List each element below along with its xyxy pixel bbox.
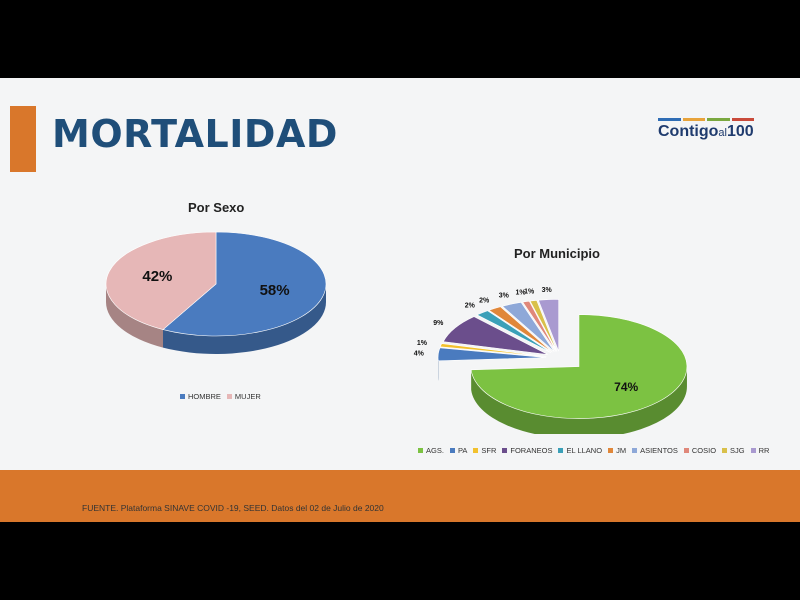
- legend-label: AGS.: [426, 446, 444, 455]
- pie-slice-side-ags-: [471, 366, 687, 434]
- pie-slice-foraneos: [442, 316, 549, 355]
- legend-label: SFR: [481, 446, 497, 455]
- logo-main: Contigo: [658, 123, 719, 140]
- data-label-ags-: 74%: [614, 380, 638, 394]
- legend-swatch: [473, 448, 479, 453]
- pie-slice-jm: [488, 306, 553, 353]
- legend-swatch: [722, 448, 728, 453]
- legend-label: SJG: [730, 446, 745, 455]
- logo-stripe-3: [707, 118, 730, 121]
- contigo-logo: Contigoal100: [656, 118, 756, 144]
- legend-item-cosio: COSIO: [683, 446, 717, 455]
- logo-number: 100: [726, 123, 754, 140]
- legend-label: ASIENTOS: [640, 446, 678, 455]
- data-label-mujer: 42%: [142, 268, 172, 285]
- legend-item-hombre: HOMBRE: [180, 392, 221, 401]
- pie-slice-sjg: [529, 300, 558, 352]
- chart-title-sexo: Por Sexo: [188, 200, 245, 215]
- legend-label: HOMBRE: [188, 392, 221, 401]
- data-label-hombre: 58%: [260, 282, 290, 299]
- data-label-asientos: 3%: [499, 292, 510, 299]
- legend-label: MUJER: [234, 392, 261, 401]
- pie-slice-pa: [437, 347, 547, 362]
- pie-slice-cosio: [522, 300, 557, 352]
- legend-item-mujer: MUJER: [226, 392, 261, 401]
- legend-label: COSIO: [691, 446, 717, 455]
- legend-label: RR: [758, 446, 770, 455]
- data-label-foraneos: 9%: [433, 320, 444, 327]
- legend-swatch: [750, 448, 756, 453]
- legend-item-foraneos: FORANEOS: [502, 446, 552, 455]
- pie-slice-el-llano: [476, 310, 552, 354]
- logo-stripe-2: [682, 118, 705, 121]
- legend-swatch: [632, 448, 638, 453]
- slide-title: MORTALIDAD: [52, 112, 338, 156]
- legend-item-jm: JM: [608, 446, 626, 455]
- pie-slice-side-hombre: [163, 284, 326, 354]
- legend-swatch: [558, 448, 564, 453]
- footer-band: [0, 470, 800, 522]
- legend-label: FORANEOS: [510, 446, 553, 455]
- data-label-sfr: 1%: [417, 340, 428, 347]
- footer-source: FUENTE. Plataforma SINAVE COVID -19, SEE…: [82, 503, 384, 513]
- legend-swatch: [449, 448, 455, 453]
- legend-swatch: [608, 448, 614, 453]
- pie-chart-sexo: 58% 42%: [105, 231, 327, 354]
- legend-label: EL LLANO: [566, 446, 603, 455]
- logo-text: Contigoal100: [658, 123, 754, 141]
- pie-slice-rr: [538, 298, 559, 352]
- logo-small: al: [718, 127, 727, 139]
- legend-swatch: [683, 448, 689, 453]
- data-label-rr: 3%: [542, 287, 553, 294]
- legend-label: PA: [457, 446, 468, 455]
- data-label-pa: 4%: [414, 351, 425, 358]
- legend-swatch: [502, 448, 508, 453]
- legend-item-el-llano: EL LLANO: [558, 446, 602, 455]
- legend-item-sjg: SJG: [722, 446, 745, 455]
- slide: MORTALIDAD Contigoal100 Por Sexo 58% 42% …: [0, 78, 800, 522]
- data-label-el-llano: 2%: [465, 302, 476, 309]
- chart-title-municipio: Por Municipio: [514, 246, 600, 261]
- logo-stripe-4: [731, 118, 754, 121]
- pie-slice-side-mujer: [106, 284, 164, 348]
- pie-slice-mujer: [105, 231, 217, 330]
- data-label-cosio: 1%: [515, 289, 526, 296]
- logo-stripe-1: [658, 118, 681, 121]
- legend-sexo: HOMBRE MUJER: [180, 392, 267, 401]
- data-label-jm: 2%: [479, 297, 490, 304]
- pie-slice-hombre: [162, 231, 327, 337]
- legend-item-ags-: AGS.: [418, 446, 444, 455]
- legend-swatch: [418, 448, 423, 453]
- pie-chart-municipio: 74%4%1%9%2%2%3% 1%1% 3%: [414, 287, 688, 434]
- legend-label: JM: [616, 446, 627, 455]
- pie-slice-ags-: [470, 314, 688, 419]
- legend-item-sfr: SFR: [473, 446, 496, 455]
- logo-stripes: [658, 118, 754, 121]
- legend-item-rr: RR: [750, 446, 770, 455]
- legend-swatch: [226, 394, 232, 399]
- pie-slice-sfr: [439, 343, 547, 357]
- legend-swatch: [180, 394, 185, 399]
- legend-item-asientos: ASIENTOS: [632, 446, 678, 455]
- legend-municipio: AGS. PA SFR FORANEOS EL LLANO JM ASIENTOS COSIO…: [418, 446, 775, 455]
- pie-slice-asientos: [501, 302, 555, 353]
- data-label-sjg: 1%: [524, 288, 535, 295]
- legend-item-pa: PA: [449, 446, 468, 455]
- title-accent-bar: [10, 106, 36, 172]
